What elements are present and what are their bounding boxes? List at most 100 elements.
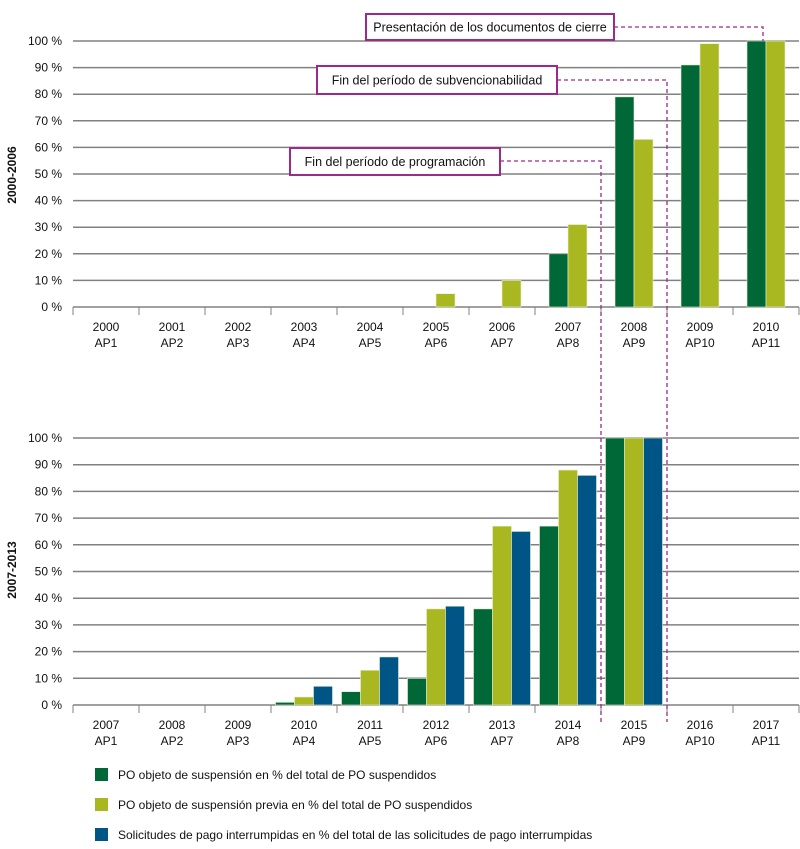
x-tick-label: AP8 (557, 336, 580, 350)
bar-s2 (501, 280, 522, 308)
annotation-label: Presentación de los documentos de cierre (373, 21, 607, 35)
bar-s2 (567, 224, 588, 308)
x-tick-label: AP5 (359, 336, 382, 350)
annotation-box (289, 147, 501, 176)
x-tick-label: AP11 (752, 734, 781, 748)
bar-s2 (633, 139, 654, 308)
legend-swatch-s3 (95, 828, 108, 841)
bar-s3 (643, 437, 663, 706)
bar-s2 (294, 696, 314, 706)
x-tick-label: AP2 (161, 734, 184, 748)
bar-s2 (624, 437, 644, 706)
x-tick-label: 2000 (93, 320, 120, 334)
x-tick-label: 2017 (753, 718, 780, 732)
x-tick-label: 2006 (489, 320, 516, 334)
annotation-leader-line (500, 160, 602, 722)
x-tick-label: AP3 (227, 336, 250, 350)
y-tick-label: 90 % (35, 61, 63, 75)
y-tick-label: 10 % (35, 671, 63, 685)
annotation-box (316, 65, 558, 95)
x-tick-label: 2016 (687, 718, 714, 732)
y-tick-label: 30 % (35, 618, 63, 632)
x-tick-label: AP8 (557, 734, 580, 748)
y-tick-label: 90 % (35, 458, 63, 472)
x-tick-label: AP6 (425, 734, 448, 748)
bar-s3 (313, 686, 333, 706)
x-tick-label: AP9 (623, 734, 646, 748)
y-tick-label: 40 % (35, 194, 63, 208)
y-tick-label: 50 % (35, 167, 63, 181)
y-tick-label: 100 % (28, 34, 62, 48)
y-tick-label: 0 % (41, 300, 62, 314)
x-tick-label: 2015 (621, 718, 648, 732)
x-tick-label: AP1 (95, 336, 118, 350)
bar-s2 (765, 40, 786, 308)
legend-label: PO objeto de suspensión previa en % del … (118, 798, 472, 812)
y-tick-label: 60 % (35, 538, 63, 552)
x-tick-label: 2003 (291, 320, 318, 334)
bar-s2 (699, 43, 720, 308)
bar-s1 (746, 40, 767, 308)
legend-label: Solicitudes de pago interrumpidas en % d… (118, 828, 592, 842)
y-tick-label: 20 % (35, 645, 63, 659)
annotation-label: Fin del período de subvencionabilidad (332, 74, 543, 88)
bar-s1 (539, 525, 559, 706)
bar-s1 (473, 608, 493, 706)
x-tick-label: 2009 (225, 718, 252, 732)
x-tick-label: AP5 (359, 734, 382, 748)
annotation-box (365, 13, 615, 41)
x-tick-label: AP1 (95, 734, 118, 748)
x-tick-label: AP11 (752, 336, 781, 350)
x-tick-label: AP7 (491, 734, 514, 748)
x-tick-label: AP3 (227, 734, 250, 748)
x-tick-label: 2008 (159, 718, 186, 732)
y-tick-label: 80 % (35, 484, 63, 498)
legend-label: PO objeto de suspensión en % del total d… (118, 768, 436, 782)
bar-s3 (577, 475, 597, 706)
x-tick-label: AP10 (685, 734, 715, 748)
legend-swatch-s1 (95, 768, 108, 781)
bar-s3 (379, 656, 399, 706)
x-tick-label: 2010 (291, 718, 318, 732)
bar-s1 (614, 96, 635, 308)
y-tick-label: 40 % (35, 591, 63, 605)
x-tick-label: AP6 (425, 336, 448, 350)
x-tick-label: 2001 (159, 320, 186, 334)
bar-s2 (558, 469, 578, 706)
bar-s1 (407, 677, 427, 706)
x-tick-label: 2007 (555, 320, 582, 334)
x-tick-label: AP2 (161, 336, 184, 350)
x-tick-label: 2012 (423, 718, 450, 732)
y-tick-label: 20 % (35, 247, 63, 261)
annotation-leader-line (557, 79, 668, 722)
x-tick-label: AP4 (293, 734, 316, 748)
bar-s2 (426, 608, 446, 706)
y-tick-label: 70 % (35, 511, 63, 525)
legend-swatch-s2 (95, 798, 108, 811)
y-tick-label: 100 % (28, 431, 62, 445)
annotation-leader-line (614, 26, 764, 41)
bar-s1 (341, 691, 361, 706)
bar-s3 (511, 531, 531, 706)
x-tick-label: AP4 (293, 336, 316, 350)
panel-label: 2000-2006 (5, 146, 19, 204)
x-tick-label: 2008 (621, 320, 648, 334)
bar-s1 (680, 64, 701, 308)
y-tick-label: 60 % (35, 140, 63, 154)
x-tick-label: 2014 (555, 718, 582, 732)
y-tick-label: 0 % (41, 698, 62, 712)
x-tick-label: 2004 (357, 320, 384, 334)
y-tick-label: 30 % (35, 220, 63, 234)
bar-s3 (445, 605, 465, 706)
x-tick-label: AP10 (685, 336, 715, 350)
bar-s1 (548, 253, 569, 308)
y-tick-label: 10 % (35, 273, 63, 287)
bar-s1 (605, 437, 625, 706)
x-tick-label: AP9 (623, 336, 646, 350)
x-tick-label: 2002 (225, 320, 252, 334)
x-tick-label: 2010 (753, 320, 780, 334)
y-tick-label: 70 % (35, 114, 63, 128)
panel-label: 2007-2013 (5, 541, 19, 599)
x-tick-label: 2009 (687, 320, 714, 334)
